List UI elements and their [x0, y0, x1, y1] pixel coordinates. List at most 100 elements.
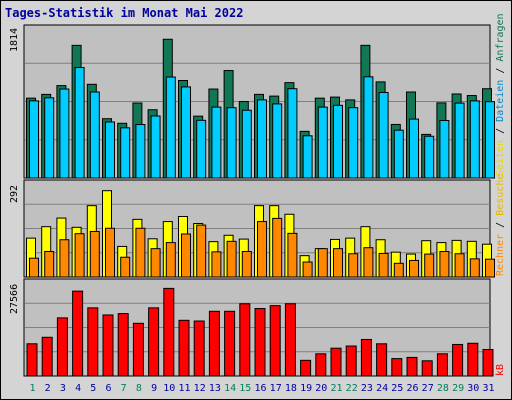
- bar-dateien: [424, 135, 435, 179]
- bar-kb: [87, 307, 99, 377]
- bar-kb: [102, 314, 114, 377]
- day-label: 30: [467, 383, 479, 394]
- legend-besuche: Besuche: [495, 174, 506, 216]
- bar-besuche: [393, 262, 404, 278]
- bar-besuche: [29, 257, 39, 278]
- bar-dateien: [44, 97, 55, 179]
- day-label: 7: [121, 383, 127, 394]
- bar-besuche: [241, 251, 252, 278]
- day-label: 3: [60, 383, 66, 394]
- bar-besuche: [302, 261, 313, 278]
- bar-kb: [391, 358, 403, 377]
- bar-besuche: [44, 251, 55, 278]
- bar-besuche: [257, 221, 267, 278]
- bar-kb: [360, 338, 372, 377]
- middle-ymax-label: 292: [9, 185, 20, 203]
- bar-besuche: [409, 259, 419, 278]
- bar-besuche: [211, 251, 222, 278]
- bar-besuche: [363, 247, 374, 278]
- bar-besuche: [272, 217, 283, 278]
- bars: [26, 38, 495, 377]
- bar-dateien: [485, 101, 495, 179]
- day-label: 26: [406, 383, 418, 394]
- day-label: 1: [29, 383, 35, 394]
- bar-kb: [72, 290, 84, 377]
- bar-dateien: [150, 115, 161, 179]
- legend-sep: /: [495, 216, 506, 234]
- bar-dateien: [241, 109, 252, 179]
- bar-kb: [117, 313, 129, 377]
- bar-dateien: [454, 102, 465, 179]
- bar-besuche: [150, 248, 161, 278]
- bar-kb: [406, 356, 418, 377]
- bar-dateien: [181, 86, 191, 179]
- bar-besuche: [74, 233, 85, 278]
- day-label: 19: [300, 383, 312, 394]
- day-label: 2: [45, 383, 51, 394]
- day-label: 18: [285, 383, 297, 394]
- legend-sep: /: [495, 62, 506, 80]
- bar-besuche: [424, 253, 435, 278]
- legend-rechner: Rechner: [495, 234, 506, 276]
- bar-kb: [330, 347, 342, 377]
- bar-kb: [436, 353, 448, 377]
- bar-dateien: [272, 103, 283, 179]
- bar-dateien: [257, 99, 267, 179]
- bar-besuche: [89, 230, 100, 278]
- legend-sep: /: [495, 122, 506, 140]
- bar-kb: [345, 345, 357, 377]
- bar-dateien: [226, 107, 237, 179]
- bar-kb: [376, 343, 388, 377]
- day-label: 11: [178, 383, 190, 394]
- bar-kb: [132, 322, 144, 377]
- bar-dateien: [439, 120, 450, 179]
- bar-besuche: [333, 248, 343, 278]
- bar-besuche: [196, 224, 207, 278]
- day-label: 15: [239, 383, 251, 394]
- bar-besuche: [120, 256, 131, 278]
- bar-kb: [224, 310, 236, 377]
- bar-kb: [26, 343, 38, 377]
- bar-dateien: [378, 91, 389, 179]
- day-label: 31: [482, 383, 494, 394]
- bar-dateien: [89, 91, 100, 179]
- day-label: 9: [151, 383, 157, 394]
- bar-dateien: [211, 106, 222, 179]
- day-label: 28: [437, 383, 449, 394]
- bar-kb: [208, 310, 220, 377]
- bar-kb: [300, 359, 312, 377]
- bar-besuche: [317, 248, 328, 278]
- day-label: 21: [330, 383, 342, 394]
- bar-besuche: [348, 253, 359, 278]
- day-label: 10: [163, 383, 175, 394]
- bar-besuche: [181, 233, 191, 278]
- day-label: 8: [136, 383, 142, 394]
- bar-dateien: [348, 107, 359, 179]
- bar-dateien: [165, 76, 176, 179]
- bar-besuche: [485, 258, 495, 278]
- bar-dateien: [29, 100, 39, 179]
- day-label: 24: [376, 383, 388, 394]
- day-label: 25: [391, 383, 403, 394]
- day-label: 20: [315, 383, 327, 394]
- top-series-legend: Seiten / Dateien / Anfragen: [495, 13, 506, 176]
- bar-besuche: [439, 251, 450, 278]
- bar-kb: [239, 303, 251, 377]
- legend-seiten: Seiten: [495, 140, 506, 176]
- bar-kb: [284, 303, 296, 377]
- day-label: 14: [224, 383, 236, 394]
- bar-dateien: [469, 100, 480, 179]
- bar-kb: [254, 308, 266, 377]
- bar-kb: [163, 287, 175, 377]
- bar-besuche: [378, 252, 389, 278]
- day-label: 6: [105, 383, 111, 394]
- bottom-ymax-label: 27566: [9, 284, 20, 314]
- day-label: 16: [254, 383, 266, 394]
- day-axis-labels: 1 2 3 4 5 6 7 8 9 10 11 12 13 14 15 16 17 18 19 20 21 22 23 24 2…: [29, 383, 494, 394]
- legend-dateien: Dateien: [495, 80, 506, 122]
- bar-besuche: [135, 227, 146, 278]
- day-label: 5: [90, 383, 96, 394]
- middle-series-legend: Rechner / Besuche: [495, 174, 506, 276]
- bar-dateien: [302, 135, 313, 179]
